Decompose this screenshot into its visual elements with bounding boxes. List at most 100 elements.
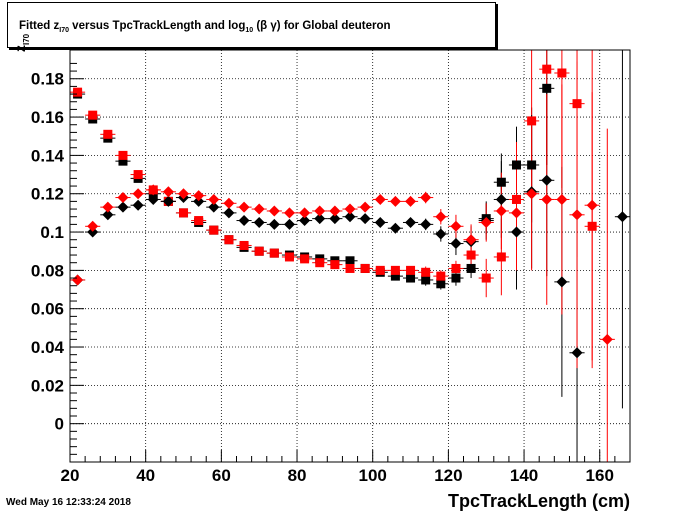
data-point-diamond [102, 201, 114, 213]
title-sub1: I70 [59, 27, 69, 34]
data-point-diamond [556, 276, 568, 288]
y-tick-label: 0.04 [31, 338, 65, 357]
data-point-diamond [208, 193, 220, 205]
y-axis-label: zI70 [12, 33, 31, 52]
data-point-diamond [556, 193, 568, 205]
data-point-square [466, 250, 476, 260]
data-point-diamond [405, 195, 417, 207]
data-point-square [436, 279, 446, 289]
data-point-square [451, 273, 461, 283]
y-tick-label: 0.12 [31, 185, 64, 204]
data-point-square [511, 160, 521, 170]
data-point-diamond [359, 213, 371, 225]
data-point-square [300, 254, 310, 264]
y-tick-label: 0.02 [31, 376, 64, 395]
data-point-square [284, 252, 294, 262]
data-point-square [103, 129, 113, 139]
data-point-square [360, 263, 370, 273]
data-point-diamond [329, 205, 341, 217]
y-tick-label: 0.16 [31, 108, 64, 127]
data-point-square [557, 68, 567, 78]
data-point-diamond [586, 199, 598, 211]
data-point-square [179, 208, 189, 218]
chart-title: Fitted zI70 versus TpcTrackLength and lo… [7, 2, 496, 48]
data-point-square [269, 248, 279, 258]
data-point-diamond [268, 205, 280, 217]
data-point-square [194, 216, 204, 226]
data-point-square [527, 160, 537, 170]
data-point-diamond [495, 205, 507, 217]
data-point-diamond [117, 192, 129, 204]
data-point-square [133, 170, 143, 180]
error-bars [70, 50, 630, 462]
data-point-diamond [102, 209, 114, 221]
y-tick-label: 0.08 [31, 261, 64, 280]
data-point-diamond [374, 193, 386, 205]
data-point-diamond [601, 333, 613, 345]
data-point-diamond [465, 234, 477, 246]
data-point-diamond [374, 216, 386, 228]
data-point-diamond [405, 216, 417, 228]
data-point-square [496, 252, 506, 262]
data-point-diamond [223, 197, 235, 209]
data-point-square [466, 263, 476, 273]
title-sub2: 10 [245, 27, 254, 34]
data-point-diamond [283, 218, 295, 230]
data-point-diamond [510, 226, 522, 238]
data-point-square [390, 265, 400, 275]
y-tick-label: 0.1 [40, 223, 64, 242]
data-point-diamond [117, 201, 129, 213]
data-point-diamond [87, 220, 99, 232]
data-point-diamond [450, 220, 462, 232]
data-point-square [345, 256, 355, 266]
x-tick-label: 20 [61, 466, 80, 485]
data-point-diamond [178, 188, 190, 200]
data-point-square [390, 271, 400, 281]
title-suffix: (β γ) for Global deuteron [253, 20, 391, 32]
data-point-square [436, 271, 446, 281]
data-point-square [224, 235, 234, 245]
data-point-square [406, 265, 416, 275]
data-point-diamond [389, 222, 401, 234]
x-axis-label: TpcTrackLength (cm) [447, 491, 630, 511]
x-tick-label: 140 [510, 466, 538, 485]
data-point-diamond [389, 195, 401, 207]
data-point-diamond [450, 238, 462, 250]
data-point-diamond [510, 207, 522, 219]
data-point-diamond [147, 184, 159, 196]
data-point-diamond [72, 274, 84, 286]
y-tick-label: 0 [55, 415, 64, 434]
data-point-diamond [526, 188, 538, 200]
data-point-diamond [193, 195, 205, 207]
data-point-diamond [541, 193, 553, 205]
plot-frame [69, 49, 631, 463]
data-point-diamond [238, 215, 250, 227]
data-point-diamond [147, 193, 159, 205]
title-middle: versus TpcTrackLength and log [68, 20, 246, 32]
data-point-square [254, 246, 264, 256]
data-point-square [496, 177, 506, 187]
data-point-diamond [253, 203, 265, 215]
y-tick-label: 0.18 [31, 70, 64, 89]
x-tick-label: 160 [586, 466, 614, 485]
data-point-square [542, 64, 552, 74]
data-point-square [345, 263, 355, 273]
data-point-diamond [208, 201, 220, 213]
data-point-square [209, 225, 219, 235]
data-point-square [542, 83, 552, 93]
data-point-square [375, 265, 385, 275]
x-tick-label: 100 [359, 466, 387, 485]
data-point-diamond [495, 193, 507, 205]
data-point-diamond [480, 216, 492, 228]
data-point-square [421, 275, 431, 285]
data-point-diamond [238, 201, 250, 213]
data-point-diamond [283, 207, 295, 219]
timestamp: Wed May 16 12:33:24 2018 [6, 497, 131, 508]
data-point-diamond [268, 218, 280, 230]
data-point-diamond [571, 209, 583, 221]
data-point-square [481, 273, 491, 283]
data-point-square [73, 87, 83, 97]
x-tick-label: 60 [212, 466, 231, 485]
data-point-square [572, 99, 582, 109]
